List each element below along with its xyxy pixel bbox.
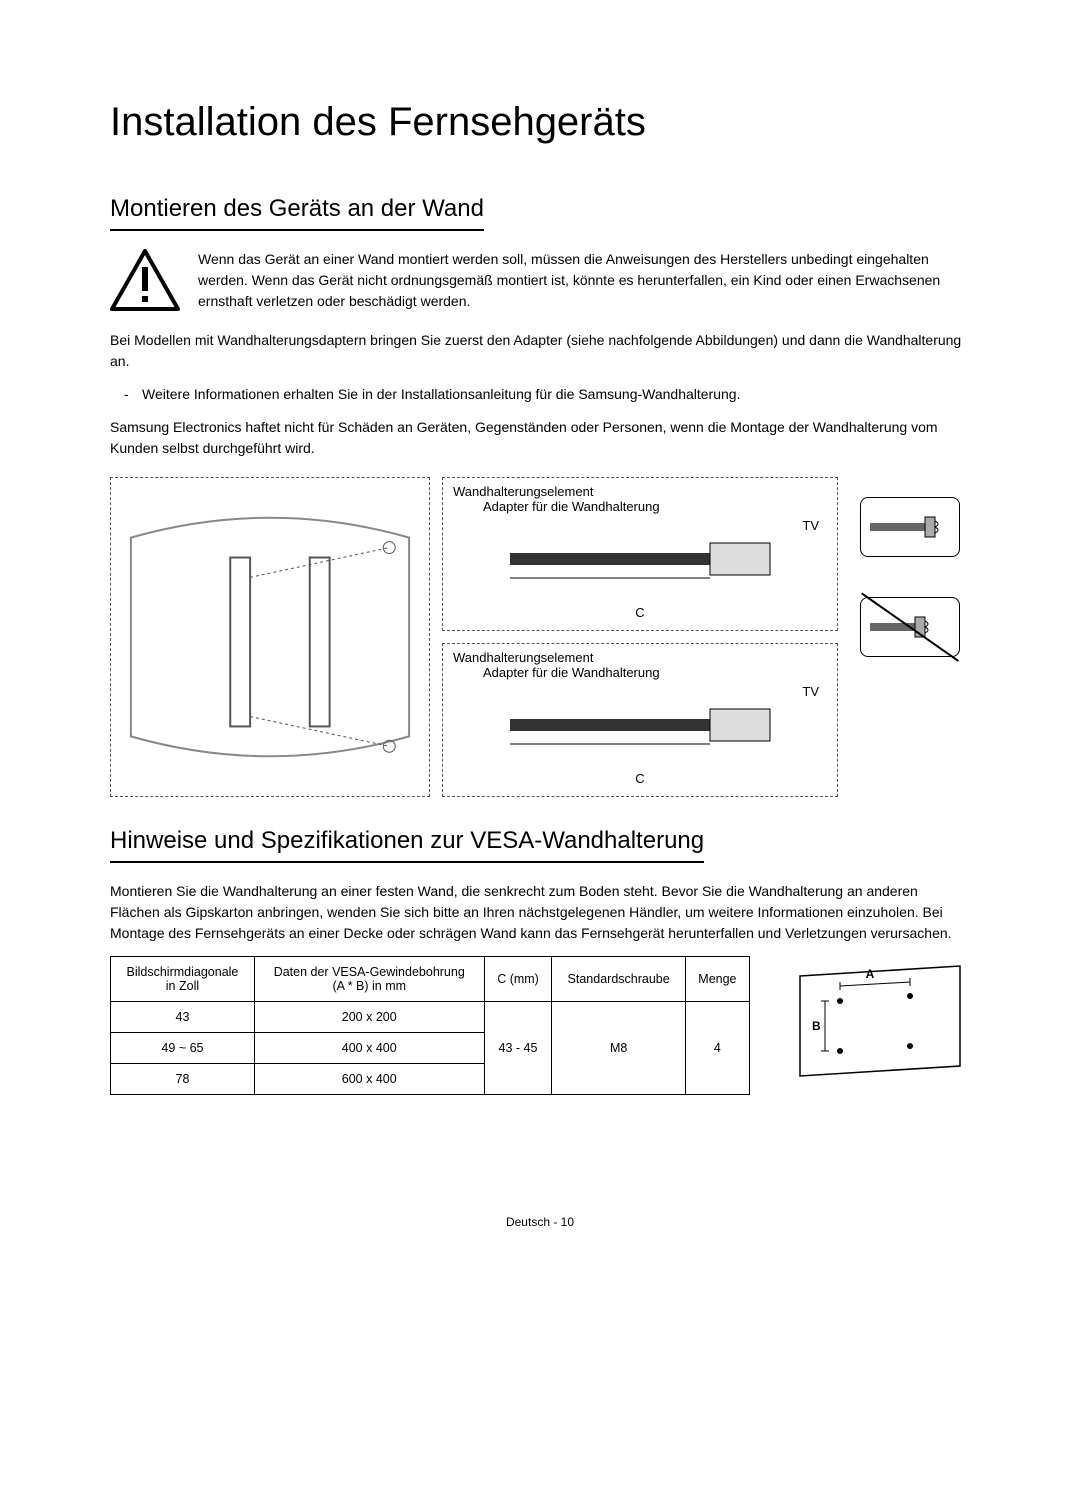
label-wall-mount-element-2: Wandhalterungselement <box>453 650 827 665</box>
diag-a-label: A <box>866 967 875 981</box>
label-wall-mount-element-1: Wandhalterungselement <box>453 484 827 499</box>
spec-row: Bildschirmdiagonale in Zoll Daten der VE… <box>110 956 970 1095</box>
section1-bullet1: Weitere Informationen erhalten Sie in de… <box>124 384 970 405</box>
vesa-dimension-diagram: A B <box>770 956 970 1086</box>
label-adapter-2: Adapter für die Wandhalterung <box>483 665 827 680</box>
section1-bullets: Weitere Informationen erhalten Sie in de… <box>124 384 970 405</box>
diagram-cross-2: Wandhalterungselement Adapter für die Wa… <box>442 643 838 797</box>
section2-heading: Hinweise und Spezifikationen zur VESA-Wa… <box>110 827 704 863</box>
cell-qty: 4 <box>685 1002 749 1095</box>
label-tv-1: TV <box>802 518 819 533</box>
th-qty: Menge <box>685 957 749 1002</box>
screw-wrong-icon <box>860 597 960 657</box>
th-size-l1: Bildschirmdiagonale <box>127 965 239 979</box>
page-footer: Deutsch - 10 <box>110 1215 970 1229</box>
section-vesa: Hinweise und Spezifikationen zur VESA-Wa… <box>110 827 970 1095</box>
table-row: 43 200 x 200 43 - 45 M8 4 <box>111 1002 750 1033</box>
page-title: Installation des Fernsehgeräts <box>110 100 970 145</box>
label-tv-2: TV <box>802 684 819 699</box>
section1-heading: Montieren des Geräts an der Wand <box>110 195 484 231</box>
warning-row: Wenn das Gerät an einer Wand montiert we… <box>110 249 970 316</box>
diagram-cross-sections: Wandhalterungselement Adapter für die Wa… <box>442 477 838 797</box>
th-size-l2: in Zoll <box>166 979 199 993</box>
cell-c: 43 - 45 <box>484 1002 552 1095</box>
th-screw: Standardschraube <box>552 957 685 1002</box>
cell-size-1: 49 ~ 65 <box>111 1033 255 1064</box>
label-c-2: C <box>635 771 644 786</box>
section1-p2: Samsung Electronics haftet nicht für Sch… <box>110 417 970 459</box>
label-adapter-1: Adapter für die Wandhalterung <box>483 499 827 514</box>
th-vesa-l2: (A * B) in mm <box>332 979 406 993</box>
warning-icon <box>110 249 180 316</box>
th-c: C (mm) <box>484 957 552 1002</box>
cell-screw: M8 <box>552 1002 685 1095</box>
label-c-1: C <box>635 605 644 620</box>
th-size: Bildschirmdiagonale in Zoll <box>111 957 255 1002</box>
diagram-tv-perspective <box>110 477 430 797</box>
section-wall-mount: Montieren des Geräts an der Wand Wenn da… <box>110 195 970 797</box>
vesa-spec-table: Bildschirmdiagonale in Zoll Daten der VE… <box>110 956 750 1095</box>
diagram-area: Wandhalterungselement Adapter für die Wa… <box>110 477 970 797</box>
cell-vesa-1: 400 x 400 <box>254 1033 484 1064</box>
th-vesa: Daten der VESA-Gewindebohrung (A * B) in… <box>254 957 484 1002</box>
warning-text: Wenn das Gerät an einer Wand montiert we… <box>198 249 970 316</box>
th-vesa-l1: Daten der VESA-Gewindebohrung <box>274 965 465 979</box>
cell-vesa-2: 600 x 400 <box>254 1064 484 1095</box>
diagram-screw-icons <box>850 477 970 797</box>
cell-vesa-0: 200 x 200 <box>254 1002 484 1033</box>
cell-size-0: 43 <box>111 1002 255 1033</box>
section2-p1: Montieren Sie die Wandhalterung an einer… <box>110 881 970 944</box>
diag-b-label: B <box>812 1019 821 1033</box>
screw-correct-icon <box>860 497 960 557</box>
diagram-cross-1: Wandhalterungselement Adapter für die Wa… <box>442 477 838 631</box>
section1-p1: Bei Modellen mit Wandhalterungsdaptern b… <box>110 330 970 372</box>
cell-size-2: 78 <box>111 1064 255 1095</box>
